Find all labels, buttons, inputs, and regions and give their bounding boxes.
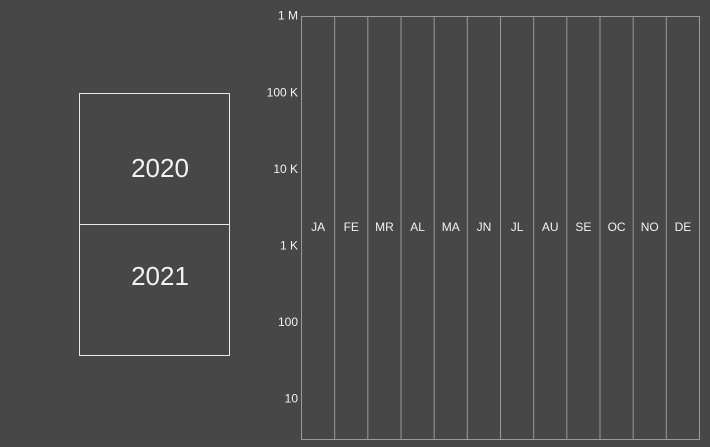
y-tick-label: 100 K [267, 85, 298, 99]
y-tick-label: 10 [285, 392, 299, 406]
y-tick-label: 1 M [278, 9, 298, 23]
x-category-label: JL [511, 220, 524, 234]
year-label[interactable]: 2021 [131, 261, 189, 291]
year-button[interactable] [79, 224, 230, 356]
x-category-label: OC [608, 220, 626, 234]
x-category-label: NO [641, 220, 659, 234]
x-category-label: JA [311, 220, 325, 234]
x-category-label: MA [442, 220, 460, 234]
x-category-label: MR [375, 220, 394, 234]
y-tick-label: 100 [278, 315, 298, 329]
y-tick-label: 10 K [273, 162, 298, 176]
x-category-label: FE [344, 220, 359, 234]
x-category-label: AU [542, 220, 559, 234]
x-category-label: AL [410, 220, 425, 234]
year-selector: 2020 2021 [79, 93, 230, 356]
x-category-label: JN [477, 220, 492, 234]
y-tick-label: 1 K [280, 238, 298, 252]
x-category-label: DE [675, 220, 692, 234]
x-category-label: SE [575, 220, 591, 234]
year-label[interactable]: 2020 [131, 153, 189, 183]
